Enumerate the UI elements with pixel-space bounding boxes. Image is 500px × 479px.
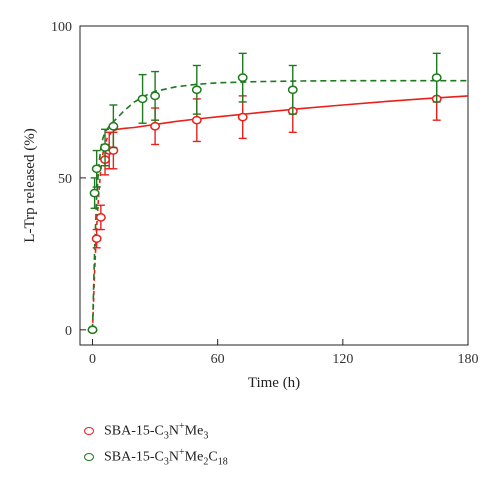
series-me2c18-point bbox=[108, 121, 119, 131]
x-tick-label: 60 bbox=[211, 352, 225, 367]
plot-area bbox=[79, 25, 469, 346]
series-me2c18-point bbox=[87, 325, 98, 335]
legend: SBA-15-C3N+Me3 SBA-15-C3N+Me2C18 bbox=[84, 418, 228, 470]
y-axis: 0 50 100 bbox=[51, 20, 86, 339]
series-me2c18-point bbox=[431, 73, 442, 82]
series-me2c18-point bbox=[100, 143, 110, 152]
series-me3-point bbox=[95, 213, 106, 222]
x-axis-label: Time (h) bbox=[248, 375, 300, 391]
series-me3-point bbox=[150, 121, 161, 131]
y-tick-label: 0 bbox=[65, 324, 72, 339]
series-me2c18-point bbox=[89, 188, 100, 198]
series-me2c18-point bbox=[91, 164, 102, 174]
y-tick-label: 50 bbox=[58, 172, 72, 187]
legend-marker-icon bbox=[84, 427, 94, 435]
series-me3-point bbox=[91, 234, 102, 244]
series-me2c18-point bbox=[237, 73, 248, 82]
x-axis: 0 60 120 180 bbox=[89, 339, 479, 367]
series-me2c18-point bbox=[137, 94, 148, 104]
series-me3-fit bbox=[113, 95, 469, 132]
release-chart: 0 60 120 180 0 50 100 Time (h) L-Trp released… bbox=[22, 20, 479, 391]
series-me2c18-point bbox=[191, 85, 202, 95]
data-points bbox=[87, 52, 442, 335]
series-me2c18-fit bbox=[91, 79, 468, 330]
series-me3-point bbox=[191, 115, 202, 125]
y-tick-label: 100 bbox=[51, 20, 72, 35]
series-me3-point bbox=[237, 112, 248, 122]
legend-label: SBA-15-C3N+Me3 bbox=[104, 420, 209, 442]
legend-entry: SBA-15-C3N+Me2C18 bbox=[84, 444, 228, 470]
legend-entry: SBA-15-C3N+Me3 bbox=[84, 418, 228, 444]
x-tick-label: 0 bbox=[89, 352, 96, 367]
y-axis-label: L-Trp released (%) bbox=[22, 128, 38, 242]
series-me2c18-point bbox=[287, 85, 298, 95]
legend-label: SBA-15-C3N+Me2C18 bbox=[104, 446, 228, 468]
legend-marker-icon bbox=[84, 453, 94, 461]
plot-border bbox=[79, 25, 469, 346]
series-me2c18-point bbox=[150, 91, 161, 101]
x-tick-label: 120 bbox=[332, 352, 353, 367]
x-tick-label: 180 bbox=[458, 352, 479, 367]
fit-curves bbox=[91, 79, 469, 330]
